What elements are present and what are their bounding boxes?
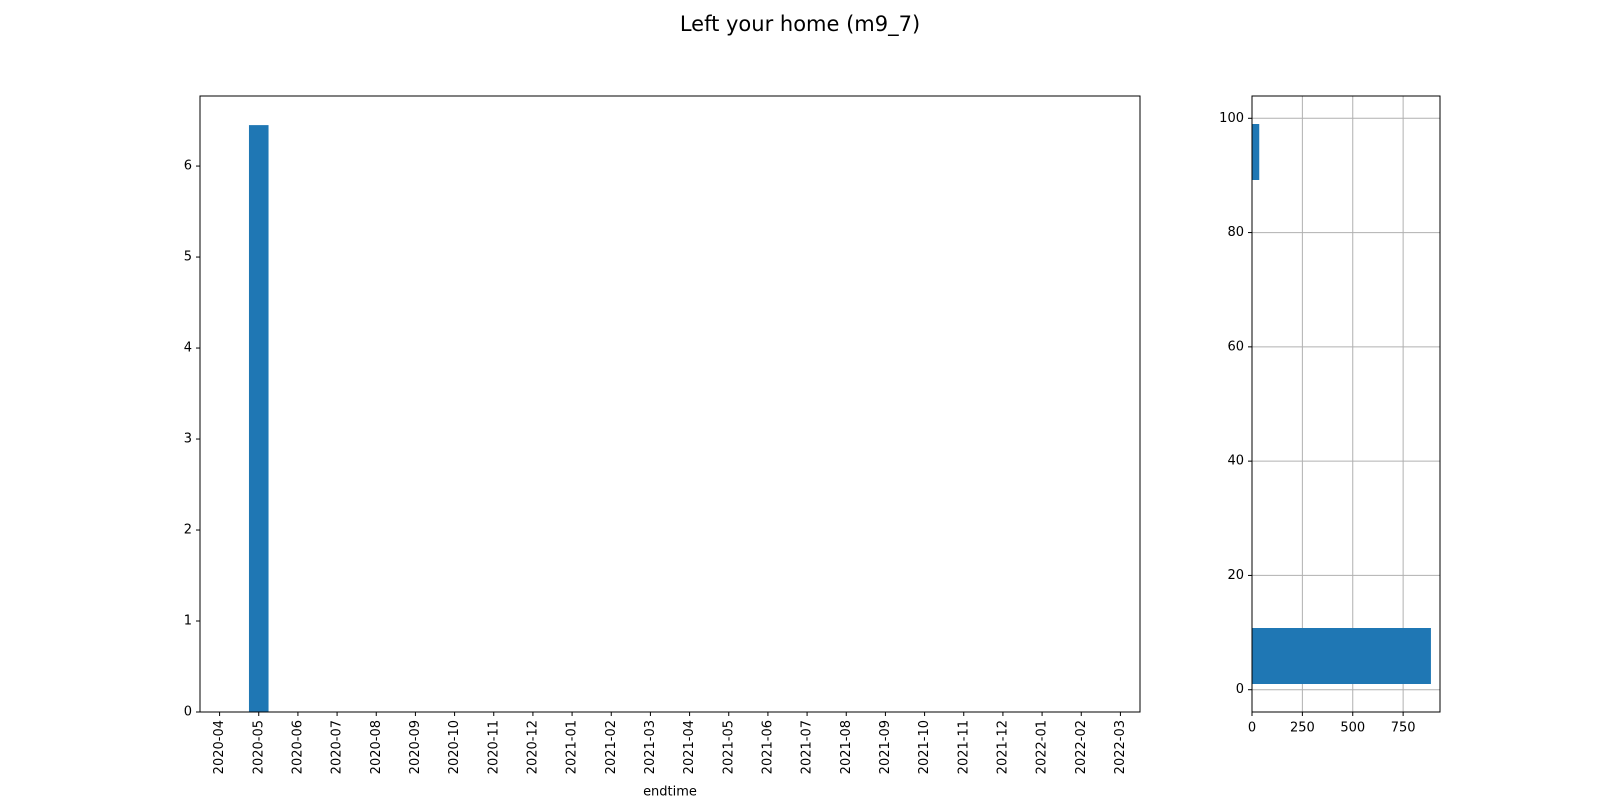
x-tick-label: 2021-12 xyxy=(995,720,1010,774)
y-tick-label: 40 xyxy=(1227,454,1244,469)
x-tick-label: 750 xyxy=(1391,721,1416,736)
x-tick-label: 2020-07 xyxy=(330,720,345,774)
x-tick-label: 2021-08 xyxy=(839,720,854,774)
y-tick-label: 4 xyxy=(184,341,192,356)
y-tick-label: 6 xyxy=(184,159,192,174)
x-tick-label: 500 xyxy=(1340,721,1365,736)
y-tick-label: 80 xyxy=(1227,225,1244,240)
x-tick-label: 2020-09 xyxy=(408,720,423,774)
x-tick-label: 2020-05 xyxy=(251,720,266,774)
x-tick-label: 2022-03 xyxy=(1113,720,1128,774)
y-tick-label: 100 xyxy=(1219,111,1244,126)
x-tick-label: 2020-08 xyxy=(369,720,384,774)
y-tick-label: 2 xyxy=(184,523,192,538)
y-tick-label: 0 xyxy=(184,705,192,720)
x-tick-label: 2020-11 xyxy=(486,720,501,774)
x-tick-label: 2021-04 xyxy=(682,720,697,774)
plot-frame xyxy=(199,95,1141,713)
x-tick-label: 2021-02 xyxy=(604,720,619,774)
x-tick-label: 2021-05 xyxy=(721,720,736,774)
y-tick-label: 1 xyxy=(184,614,192,629)
x-axis-label: endtime xyxy=(643,785,697,800)
y-tick-label: 3 xyxy=(184,432,192,447)
x-tick-label: 0 xyxy=(1248,721,1256,736)
histogram-bar xyxy=(1252,628,1431,684)
x-tick-label: 2020-12 xyxy=(525,720,540,774)
y-tick-label: 5 xyxy=(184,250,192,265)
x-tick-label: 2021-09 xyxy=(878,720,893,774)
x-tick-label: 2022-02 xyxy=(1074,720,1089,774)
x-tick-label: 2021-06 xyxy=(760,720,775,774)
figure-title: Left your home (m9_7) xyxy=(680,12,920,37)
x-tick-label: 250 xyxy=(1290,721,1315,736)
x-tick-label: 2022-01 xyxy=(1035,720,1050,774)
bar xyxy=(248,125,269,712)
x-tick-label: 2021-07 xyxy=(800,720,815,774)
histogram-bar xyxy=(1252,124,1260,180)
x-tick-label: 2021-10 xyxy=(917,720,932,774)
y-tick-label: 60 xyxy=(1227,339,1244,354)
x-tick-label: 2020-06 xyxy=(290,720,305,774)
y-tick-label: 20 xyxy=(1227,568,1244,583)
x-tick-label: 2020-04 xyxy=(212,720,227,774)
y-tick-label: 0 xyxy=(1236,682,1244,697)
x-tick-label: 2021-01 xyxy=(565,720,580,774)
plot-frame xyxy=(1251,95,1441,713)
x-tick-label: 2020-10 xyxy=(447,720,462,774)
x-tick-label: 2021-11 xyxy=(956,720,971,774)
x-tick-label: 2021-03 xyxy=(643,720,658,774)
